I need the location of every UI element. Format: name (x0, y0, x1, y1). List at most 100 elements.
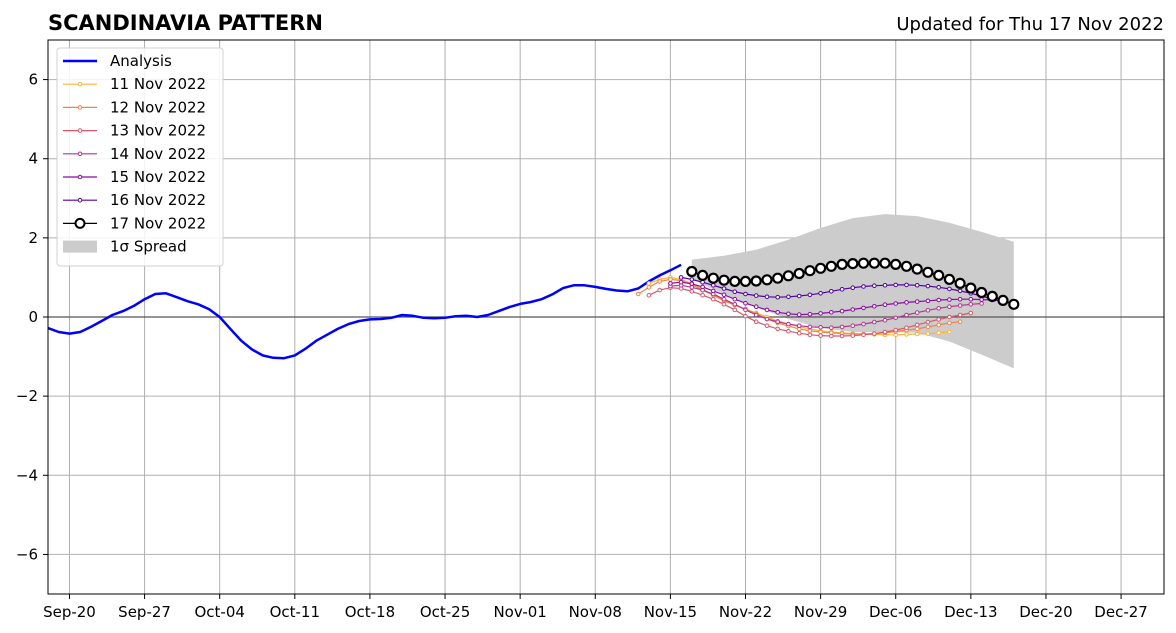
legend-box (56, 47, 224, 267)
series-point (743, 307, 748, 313)
series-point (925, 308, 931, 313)
series-point (793, 267, 805, 280)
series-point (729, 275, 741, 287)
series-point (882, 302, 888, 308)
series-point (732, 289, 738, 295)
series-point (711, 283, 716, 288)
series-point (818, 333, 823, 338)
legend-label: 15 Nov 2022 (110, 168, 206, 186)
x-tick-label: Dec-13 (944, 603, 998, 621)
legend-marker (74, 217, 86, 229)
series-point (646, 281, 652, 286)
series-point (882, 283, 888, 288)
series-point (764, 294, 770, 300)
series-point (743, 291, 748, 297)
series-point (890, 258, 902, 270)
series-point (893, 315, 899, 321)
series-point (925, 298, 931, 304)
series-point (836, 258, 848, 270)
series-point (686, 265, 698, 278)
series-point (850, 307, 856, 312)
series-point (957, 303, 963, 308)
x-tick-label: Nov-29 (794, 603, 847, 621)
series-point (850, 333, 856, 338)
x-tick-label: Oct-25 (420, 603, 470, 621)
series-point (968, 302, 974, 307)
series-point (914, 326, 920, 332)
y-tick-label: 6 (28, 71, 38, 89)
series-point (829, 289, 834, 294)
series-point (900, 260, 913, 272)
series-point (904, 300, 909, 305)
series-point (743, 300, 748, 306)
series-point (721, 302, 727, 307)
series-point (868, 257, 880, 269)
series-point (911, 263, 923, 275)
x-tick-label: Nov-08 (569, 603, 622, 621)
series-point (657, 287, 663, 293)
series-point (721, 296, 727, 302)
series-point (857, 257, 870, 269)
series-point (904, 282, 909, 288)
series-point (933, 269, 945, 281)
series-point (979, 301, 984, 306)
series-point (753, 304, 759, 310)
series-point (914, 283, 920, 288)
legend-label: 12 Nov 2022 (110, 98, 206, 116)
series-point (772, 272, 784, 284)
series-point (947, 286, 952, 292)
series-point (775, 319, 781, 325)
series-point (872, 319, 877, 325)
legend-marker (77, 174, 83, 180)
legend-label: 1σ Spread (110, 238, 187, 256)
series-point (711, 296, 716, 302)
x-tick-label: Dec-20 (1019, 603, 1073, 621)
series-point (872, 283, 877, 289)
series-point (882, 317, 888, 323)
x-tick-label: Sep-27 (118, 603, 171, 621)
series-point (968, 296, 974, 302)
series-point (732, 302, 738, 307)
series-point (807, 311, 813, 317)
series-point (839, 308, 845, 314)
chart-subtitle: Updated for Thu 17 Nov 2022 (896, 14, 1164, 35)
legend-label: 11 Nov 2022 (110, 75, 206, 93)
y-tick-label: −6 (16, 545, 38, 563)
series-point (775, 310, 781, 315)
series-point (861, 305, 866, 311)
series-point (957, 312, 963, 318)
legend-swatch (63, 240, 97, 253)
x-tick-label: Sep-20 (43, 603, 96, 621)
series-point (646, 285, 652, 290)
series-point (732, 307, 738, 313)
series-point (786, 311, 791, 317)
series-point (689, 289, 695, 294)
series-point (936, 317, 942, 322)
series-point (957, 288, 963, 294)
series-point (700, 284, 705, 290)
legend-label: 13 Nov 2022 (110, 122, 206, 140)
series-point (925, 331, 931, 336)
series-point (979, 297, 984, 302)
series-point (825, 260, 837, 272)
y-tick-label: −4 (16, 466, 38, 484)
series-point (761, 274, 773, 286)
series-point (986, 290, 998, 302)
series-point (721, 292, 727, 298)
series-point (796, 312, 802, 317)
series-point (914, 310, 920, 315)
legend-label: 14 Nov 2022 (110, 145, 206, 163)
series-point (782, 270, 795, 282)
series-point (947, 329, 952, 335)
series-point (872, 331, 877, 336)
legend-marker (77, 128, 83, 133)
chart-title: SCANDINAVIA PATTERN (48, 11, 323, 35)
series-point (807, 328, 813, 334)
series-point (753, 293, 759, 298)
x-tick-label: Nov-01 (493, 603, 546, 621)
series-point (807, 324, 813, 330)
series-point (861, 284, 866, 289)
legend-label: 17 Nov 2022 (110, 214, 206, 232)
series-point (829, 325, 834, 331)
series-point (850, 285, 856, 291)
